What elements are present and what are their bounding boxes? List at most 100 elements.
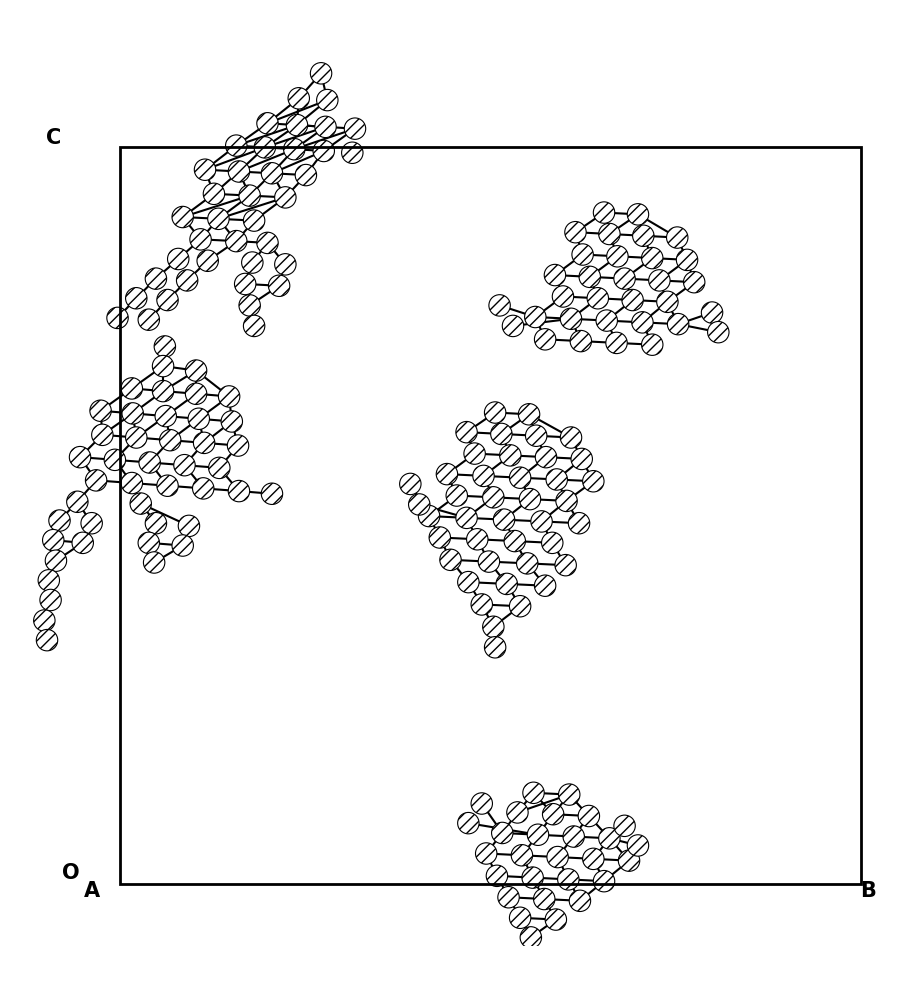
Circle shape — [560, 308, 582, 330]
Circle shape — [478, 551, 499, 572]
Circle shape — [572, 244, 594, 265]
Circle shape — [107, 307, 128, 329]
Circle shape — [509, 907, 531, 928]
Circle shape — [429, 527, 450, 548]
Circle shape — [579, 266, 600, 288]
Circle shape — [310, 63, 332, 84]
Circle shape — [257, 232, 278, 254]
Circle shape — [125, 427, 147, 448]
Circle shape — [168, 248, 189, 270]
Circle shape — [632, 312, 653, 333]
Circle shape — [627, 204, 649, 225]
Circle shape — [186, 360, 207, 381]
Circle shape — [456, 421, 478, 443]
Circle shape — [657, 291, 678, 313]
Circle shape — [483, 487, 504, 508]
Circle shape — [467, 529, 488, 550]
Circle shape — [139, 452, 160, 473]
Circle shape — [440, 549, 461, 571]
Circle shape — [627, 835, 649, 856]
Circle shape — [598, 828, 620, 849]
Circle shape — [72, 532, 94, 554]
Circle shape — [606, 246, 628, 267]
Circle shape — [86, 470, 107, 491]
Circle shape — [516, 553, 538, 574]
Circle shape — [583, 471, 604, 492]
Circle shape — [531, 511, 552, 532]
Circle shape — [436, 463, 458, 485]
Circle shape — [587, 288, 608, 309]
Circle shape — [684, 271, 705, 293]
Circle shape — [92, 424, 113, 446]
Circle shape — [284, 138, 305, 160]
Circle shape — [476, 843, 497, 864]
Circle shape — [677, 249, 697, 271]
Circle shape — [496, 573, 517, 595]
Circle shape — [605, 332, 627, 354]
Circle shape — [464, 443, 486, 464]
Circle shape — [707, 321, 729, 343]
Circle shape — [143, 552, 165, 573]
Circle shape — [509, 467, 531, 488]
Circle shape — [208, 208, 229, 230]
Circle shape — [622, 289, 643, 311]
Circle shape — [204, 183, 224, 205]
Circle shape — [558, 869, 579, 890]
Circle shape — [194, 432, 214, 454]
Circle shape — [152, 380, 174, 402]
Circle shape — [556, 490, 578, 512]
Circle shape — [542, 804, 564, 825]
Circle shape — [254, 137, 276, 158]
Circle shape — [190, 229, 211, 250]
Circle shape — [547, 846, 569, 868]
Circle shape — [504, 530, 525, 552]
Circle shape — [545, 909, 567, 930]
Circle shape — [552, 286, 574, 307]
Circle shape — [341, 142, 363, 163]
Circle shape — [296, 164, 316, 186]
Circle shape — [502, 315, 523, 337]
Circle shape — [243, 315, 265, 337]
Circle shape — [667, 227, 688, 248]
Circle shape — [197, 250, 218, 271]
Circle shape — [485, 402, 505, 423]
Circle shape — [261, 483, 283, 504]
Circle shape — [525, 425, 547, 446]
Circle shape — [81, 512, 103, 534]
Circle shape — [523, 782, 544, 804]
Circle shape — [483, 616, 504, 637]
Circle shape — [225, 230, 247, 252]
Circle shape — [596, 310, 617, 331]
Circle shape — [614, 815, 635, 837]
Circle shape — [522, 867, 543, 888]
Circle shape — [408, 494, 430, 515]
Circle shape — [642, 334, 663, 355]
Circle shape — [172, 206, 194, 228]
Circle shape — [241, 252, 263, 273]
Circle shape — [559, 784, 580, 805]
Circle shape — [499, 445, 521, 466]
Circle shape — [316, 89, 338, 111]
Circle shape — [234, 273, 256, 295]
Circle shape — [618, 850, 640, 871]
Circle shape — [511, 845, 532, 866]
Circle shape — [159, 429, 181, 451]
Text: O: O — [62, 863, 80, 883]
Circle shape — [121, 378, 142, 399]
Text: A: A — [84, 881, 100, 901]
Circle shape — [145, 512, 167, 534]
Circle shape — [209, 457, 230, 479]
Circle shape — [489, 295, 510, 316]
Circle shape — [193, 478, 214, 499]
Circle shape — [122, 403, 143, 424]
Circle shape — [491, 423, 512, 445]
Circle shape — [633, 225, 654, 246]
Circle shape — [225, 135, 247, 156]
Circle shape — [519, 488, 541, 510]
Circle shape — [560, 427, 582, 448]
Circle shape — [268, 275, 290, 296]
Circle shape — [69, 446, 91, 468]
Circle shape — [571, 448, 593, 470]
Circle shape — [40, 589, 61, 611]
Circle shape — [344, 118, 366, 139]
